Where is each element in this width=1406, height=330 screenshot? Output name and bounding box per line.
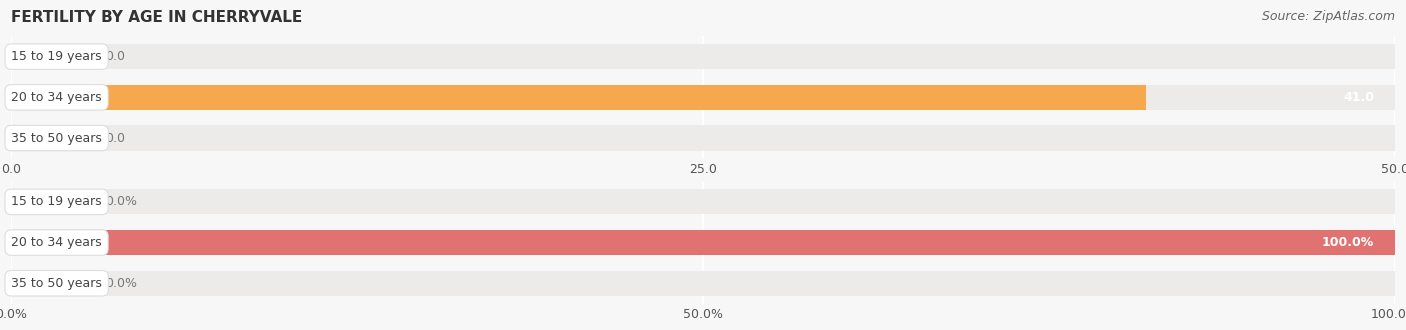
Text: 41.0: 41.0 <box>1343 91 1374 104</box>
Text: 0.0%: 0.0% <box>105 195 138 208</box>
Bar <box>11 230 1395 255</box>
Bar <box>11 44 1395 69</box>
Text: 100.0%: 100.0% <box>1322 236 1374 249</box>
Text: 35 to 50 years: 35 to 50 years <box>11 132 103 145</box>
Bar <box>11 85 1395 110</box>
Bar <box>11 271 1395 296</box>
Bar <box>11 189 1395 214</box>
Text: Source: ZipAtlas.com: Source: ZipAtlas.com <box>1261 10 1395 23</box>
Bar <box>11 125 1395 151</box>
Text: 15 to 19 years: 15 to 19 years <box>11 195 101 208</box>
Text: 0.0: 0.0 <box>105 50 125 63</box>
Text: 0.0: 0.0 <box>105 132 125 145</box>
Text: 0.0%: 0.0% <box>105 277 138 290</box>
Text: 35 to 50 years: 35 to 50 years <box>11 277 103 290</box>
Bar <box>11 85 1146 110</box>
Text: 20 to 34 years: 20 to 34 years <box>11 91 101 104</box>
Bar <box>11 230 1395 255</box>
Text: 20 to 34 years: 20 to 34 years <box>11 236 101 249</box>
Text: 15 to 19 years: 15 to 19 years <box>11 50 101 63</box>
Text: FERTILITY BY AGE IN CHERRYVALE: FERTILITY BY AGE IN CHERRYVALE <box>11 10 302 25</box>
